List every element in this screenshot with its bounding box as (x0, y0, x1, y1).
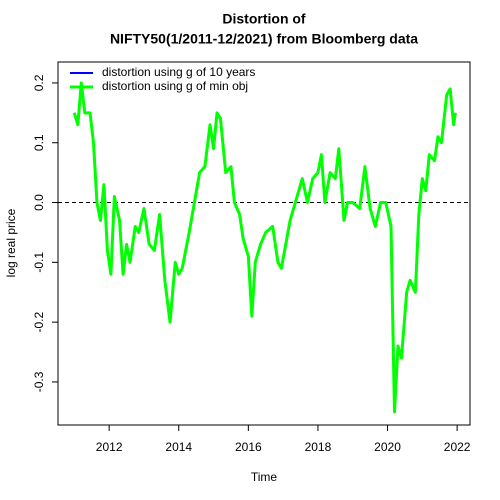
plot-frame (57, 61, 471, 426)
y-tick-label: -0.2 (32, 311, 46, 332)
chart-title: NIFTY50(1/2011-12/2021) from Bloomberg d… (110, 31, 418, 47)
y-tick-label: -0.3 (32, 371, 46, 392)
x-tick-label: 2020 (374, 440, 401, 454)
x-tick-label: 2018 (305, 440, 332, 454)
y-tick-label: -0.1 (32, 252, 46, 273)
chart-title: Distortion of (222, 11, 306, 27)
y-tick-label: 0.1 (32, 134, 46, 151)
x-tick-label: 2014 (165, 440, 192, 454)
y-axis-label: log real price (4, 208, 18, 277)
x-tick-label: 2022 (444, 440, 471, 454)
x-tick-label: 2012 (96, 440, 123, 454)
y-tick-label: 0.0 (32, 194, 46, 211)
legend-label: distortion using g of min obj (102, 79, 248, 93)
y-tick-label: 0.2 (32, 74, 46, 91)
data-line (72, 81, 457, 414)
x-tick-label: 2016 (235, 440, 262, 454)
legend-label: distortion using g of 10 years (102, 65, 255, 79)
x-axis-label: Time (251, 470, 278, 484)
